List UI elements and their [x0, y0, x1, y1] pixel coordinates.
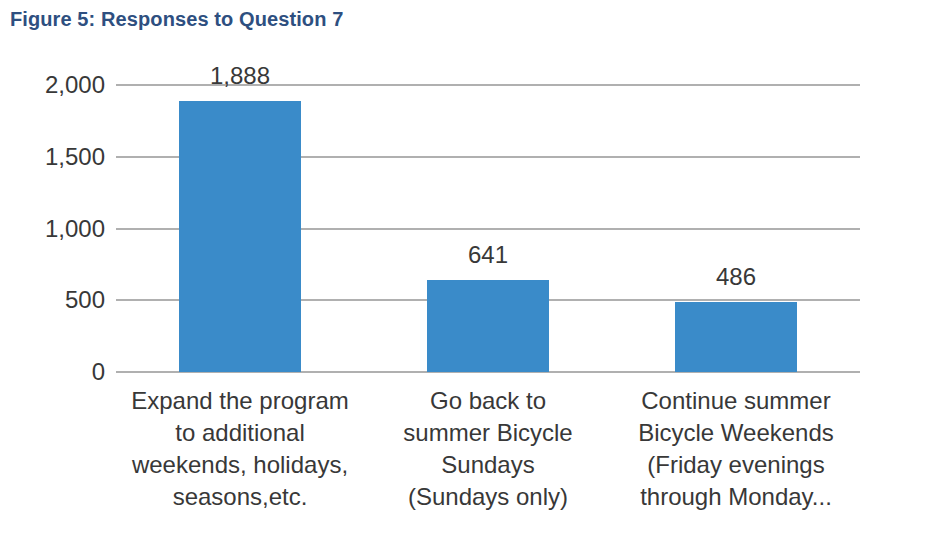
y-axis-tick-label: 2,000 — [0, 69, 105, 101]
x-axis-category-label-0: Expand the program to additional weekend… — [108, 385, 372, 513]
y-axis-tick-label: 1,500 — [0, 141, 105, 173]
y-axis-tick-label: 1,000 — [0, 213, 105, 245]
bar-0 — [179, 101, 301, 372]
chart-title: Figure 5: Responses to Question 7 — [10, 8, 343, 31]
y-axis-tick-label: 500 — [0, 284, 105, 316]
figure-5-chart: Figure 5: Responses to Question 7 0 500 1,… — [0, 0, 932, 541]
x-axis-category-label-2: Continue summer Bicycle Weekends (Friday… — [604, 385, 868, 513]
bar-1 — [427, 280, 549, 372]
y-axis-tick-label: 0 — [0, 356, 105, 388]
bar-value-label-0: 1,888 — [170, 63, 310, 89]
x-axis-category-label-1: Go back to summer Bicycle Sundays (Sunda… — [356, 385, 620, 513]
bar-2 — [675, 302, 797, 372]
bar-value-label-2: 486 — [666, 264, 806, 290]
bar-value-label-1: 641 — [418, 242, 558, 268]
